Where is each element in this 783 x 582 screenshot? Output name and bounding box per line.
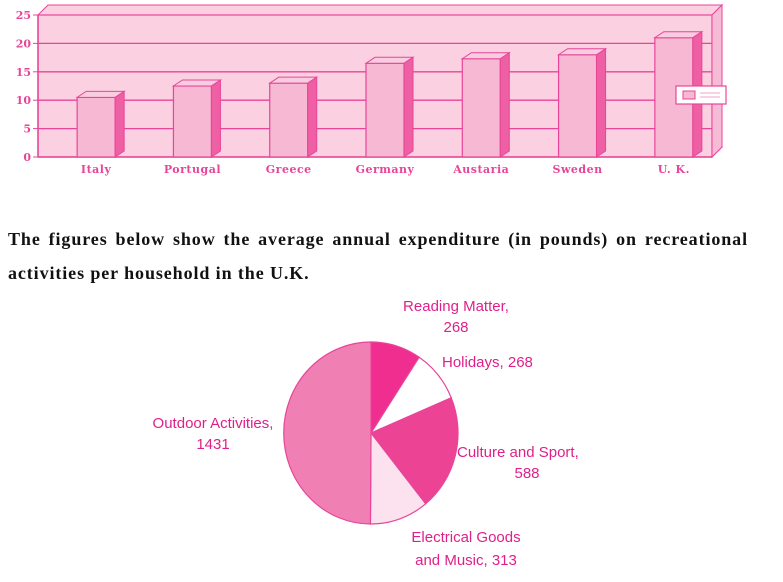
- bar-side: [403, 56, 414, 158]
- bar-face: [172, 85, 213, 158]
- bar: [364, 56, 415, 158]
- y-tick-label: 0: [23, 151, 31, 164]
- pie-slice-label: Holidays, 268: [442, 354, 533, 371]
- bar-face: [76, 96, 116, 158]
- x-tick-label: Greece: [266, 163, 312, 176]
- bar-chart: 0 5 10 15 20 25 Italy Portugal Greece Germany Aust…: [16, 3, 727, 176]
- description-text: The figures below show the average annua…: [8, 229, 748, 283]
- bar: [171, 79, 223, 158]
- pie-slice-label: Outdoor Activities,: [153, 415, 274, 432]
- bar-side: [114, 90, 125, 158]
- pie-slice-label: 588: [514, 465, 539, 482]
- pie-slice-label: Electrical Goods: [411, 529, 520, 546]
- y-tick-label: 5: [23, 123, 31, 136]
- bar-side: [307, 76, 318, 158]
- plot-right-wall: [711, 3, 723, 159]
- legend-icon: [675, 85, 727, 105]
- y-tick-label: 20: [16, 37, 32, 50]
- bar-face: [461, 58, 501, 158]
- bar: [460, 51, 511, 158]
- bar: [268, 76, 319, 158]
- legend-swatch: [682, 90, 696, 100]
- y-tick-label: 10: [16, 94, 32, 107]
- x-tick-label: Austaria: [452, 163, 509, 176]
- pie-slice-label: Culture and Sport,: [457, 444, 579, 461]
- bar-side: [499, 51, 510, 158]
- pie-slice-label: 1431: [196, 436, 229, 453]
- bar-face: [557, 54, 598, 158]
- pie-slice: [370, 397, 459, 505]
- plot-top-wall: [36, 4, 724, 16]
- bar: [556, 47, 608, 158]
- bar-face: [365, 62, 405, 158]
- bar-side: [210, 79, 221, 158]
- x-tick-label: U. K.: [658, 163, 690, 176]
- pie-slice-label: Reading Matter,: [403, 298, 509, 315]
- pie-slice-label: and Music, 313: [415, 552, 517, 569]
- pie-slice-label: 268: [443, 319, 468, 336]
- y-tick-label: 15: [16, 66, 31, 79]
- bar-side: [596, 47, 607, 158]
- x-tick-label: Italy: [81, 163, 112, 176]
- pie-chart: Reading Matter, 268 Holidays, 268 Culture a…: [153, 298, 579, 569]
- x-tick-label: Portugal: [164, 163, 221, 176]
- x-tick-label: Germany: [356, 163, 415, 176]
- y-tick-label: 25: [16, 9, 31, 22]
- bar-face: [269, 82, 309, 158]
- bar: [75, 90, 126, 158]
- x-tick-label: Sweden: [553, 163, 603, 176]
- pie-slice: [283, 341, 372, 525]
